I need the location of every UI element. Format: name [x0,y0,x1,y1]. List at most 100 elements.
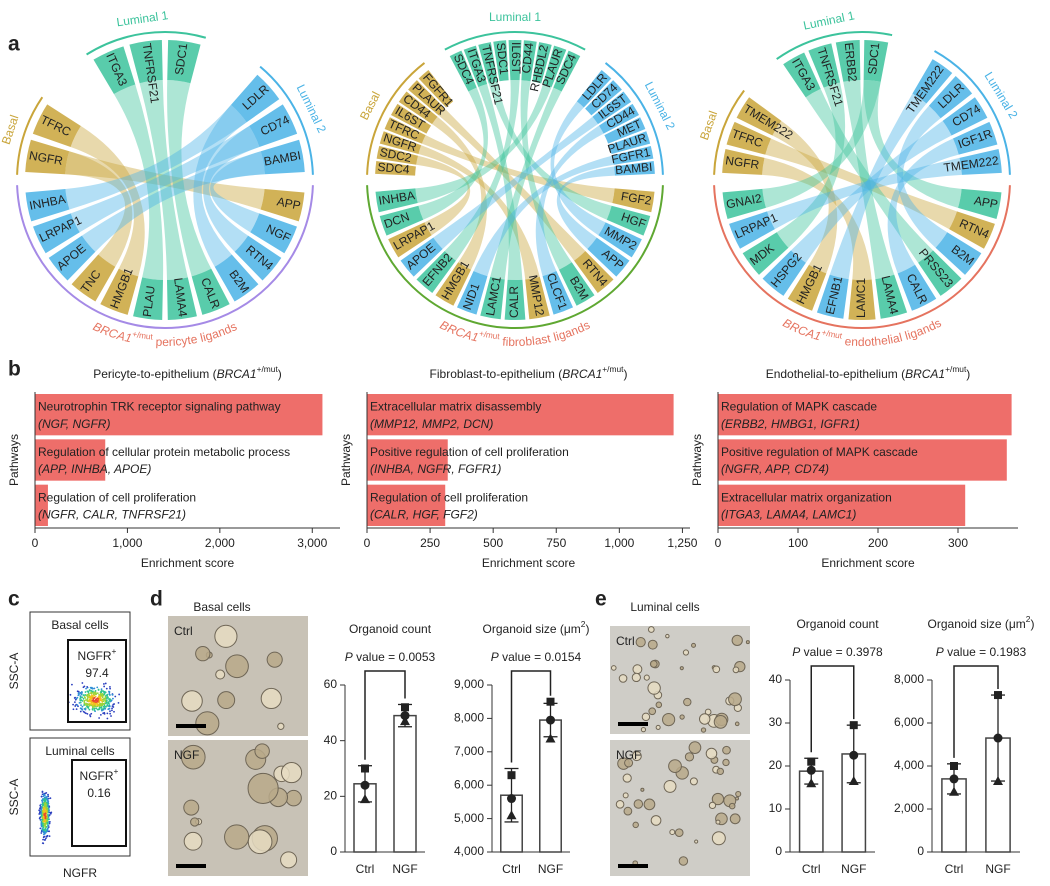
organoid [708,801,717,810]
gene-label: FGF2 [620,189,653,208]
flow-event [47,800,49,803]
group-label: Basal [0,113,21,146]
flow-event [102,705,105,708]
flow-event [41,802,44,805]
organoid [674,828,684,838]
organoid [215,669,226,680]
flow-event [82,694,85,696]
receptor-segment [835,40,861,82]
receptor-segment [783,52,821,98]
chart-title: Organoid count [796,617,879,631]
chord-ribbon [762,157,872,280]
ligand-segment [71,254,116,302]
receptor-segment [614,161,655,176]
flow-event [47,824,50,827]
flow-event [46,810,49,813]
flow-event [94,705,97,708]
gene-label: BAMBI [615,160,653,177]
bar-label: Regulation of cellular protein metabolic… [38,445,290,459]
chord-ribbon [210,151,265,233]
flow-event [43,793,46,796]
organoid [705,747,718,760]
p-value: P value = 0.1983 [936,645,1027,659]
flow-event [104,682,107,685]
receptor-segment [93,46,136,95]
organoid [623,806,633,816]
ligand-segment [587,237,630,277]
organoid [715,819,721,825]
bar-label: Regulation of cell proliferation [370,490,528,504]
data-point [806,765,816,775]
flow-event [84,712,87,715]
receptor-segment [959,148,1002,175]
organoid [622,792,629,799]
organoid [217,691,236,710]
flow-event [98,698,101,701]
x-tick-label: 100 [788,536,808,550]
organoid [684,752,695,762]
organoid [277,722,285,730]
chord-ribbon [438,108,586,261]
gene-label: LAMC1 [854,278,868,318]
receptor-segment [25,139,70,175]
flow-event [102,700,105,703]
x-tick-label: 1,250 [667,536,697,550]
chord-ribbon [550,101,606,236]
flow-event [88,708,91,711]
ligand-caption: BRCA1+/mut fibroblast ligands [438,318,593,349]
flow-event [49,812,52,815]
chord-ribbon [432,116,487,270]
group-arc [86,31,207,56]
ligand-segment [722,188,766,219]
flow-event [47,793,49,796]
gene-label: LAMA4 [171,277,190,318]
y-axis-label: Pathways [7,434,21,486]
data-point [546,697,555,706]
receptor-segment [260,139,305,175]
ligand-segment [897,264,937,311]
flow-event [113,710,115,713]
organoid [247,772,279,804]
text-run: +/mut [131,329,153,342]
text-run: value = 0.3978 [800,645,883,659]
chord-ribbon [418,87,488,220]
flow-event [42,804,45,806]
flow-event [104,699,106,702]
receptor-segment [592,91,632,125]
text-run: P [491,650,499,664]
receptor-segment [463,45,488,87]
bar [367,439,448,481]
group-label: Luminal 2 [982,69,1021,121]
flow-event [73,701,76,704]
data-point [546,715,555,725]
receptor-segment [449,50,477,92]
flow-event [103,685,106,688]
flow-event [98,717,101,719]
data-point [849,721,858,730]
flow-event [109,712,112,715]
flow-event [45,796,48,799]
flow-event [102,708,105,711]
ligand-segment [214,254,259,302]
flow-event [40,803,42,806]
p-value: P value = 0.3978 [792,645,883,659]
flow-event [106,712,109,715]
flow-event [42,822,44,825]
flow-event [98,707,101,710]
receptor-segment [384,117,426,144]
gene-label: SDC1 [865,42,882,76]
chord-ribbon [421,135,615,204]
flow-event [100,691,103,694]
ligand-segment [388,222,432,258]
flow-event [44,822,47,825]
flow-event [90,691,93,694]
condition-label: NGF [616,748,641,762]
flow-event [72,708,75,711]
y-tick-label: 7,000 [454,744,484,758]
flow-event [100,708,103,711]
flow-event [71,683,73,686]
organoid [214,624,238,648]
flow-event [93,709,96,712]
flow-event [84,699,87,702]
